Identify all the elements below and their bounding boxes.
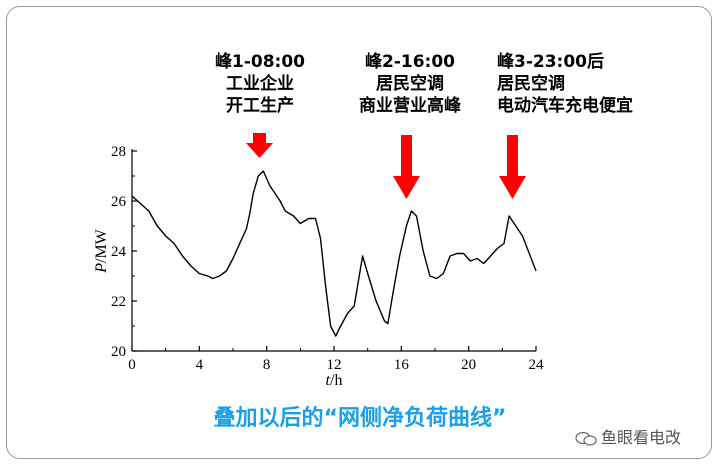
annotation-peak-1-line-3: 开工生产 bbox=[226, 96, 294, 116]
net-load-series-line bbox=[131, 170, 537, 337]
outer-frame bbox=[6, 6, 712, 459]
y-ticks: 20 22 24 26 28 bbox=[111, 144, 137, 360]
y-tick-label: 22 bbox=[111, 294, 126, 310]
x-tick-label: 0 bbox=[128, 357, 136, 373]
x-tick-label: 24 bbox=[529, 357, 545, 373]
x-tick-label: 20 bbox=[461, 357, 476, 373]
y-tick-label: 20 bbox=[111, 344, 126, 360]
chat-bubbles-icon bbox=[575, 431, 597, 446]
x-tick-label: 16 bbox=[394, 357, 410, 373]
peak-arrows bbox=[246, 133, 526, 199]
annotation-peak-2: 峰2-16:00 居民空调 商业营业高峰 bbox=[359, 51, 461, 117]
chart-caption: 叠加以后的“网侧净负荷曲线” bbox=[213, 406, 507, 431]
annotation-peak-3: 峰3-23:00后 居民空调 电动汽车充电便宜 bbox=[497, 51, 633, 117]
annotation-peak-2-line-3: 商业营业高峰 bbox=[359, 96, 461, 116]
watermark: 鱼眼看电改 bbox=[575, 424, 681, 448]
peak-2-arrow bbox=[393, 135, 420, 199]
chart-axes bbox=[131, 149, 536, 352]
peak-3-arrow bbox=[499, 135, 526, 199]
x-axis-label: t/h bbox=[326, 372, 343, 389]
y-tick-label: 26 bbox=[111, 194, 127, 210]
y-tick-label: 24 bbox=[111, 244, 127, 260]
x-tick-label: 12 bbox=[327, 357, 342, 373]
annotation-peak-3-line-2: 居民空调 bbox=[497, 74, 565, 94]
annotation-peak-1-line-1: 峰1-08:00 bbox=[215, 52, 305, 72]
x-axis-label-var: t bbox=[326, 372, 331, 389]
annotation-peak-1: 峰1-08:00 工业企业 开工生产 bbox=[215, 51, 305, 117]
x-tick-label: 4 bbox=[196, 357, 204, 373]
peak-1-arrow bbox=[246, 133, 273, 158]
y-tick-label: 28 bbox=[111, 144, 126, 160]
annotation-peak-2-line-1: 峰2-16:00 bbox=[365, 52, 455, 72]
annotation-peak-1-line-2: 工业企业 bbox=[226, 74, 294, 94]
y-axis-label: P/MW bbox=[93, 228, 110, 273]
annotation-peak-2-line-2: 居民空调 bbox=[376, 74, 444, 94]
watermark-text: 鱼眼看电改 bbox=[601, 428, 682, 447]
x-ticks: 0 4 8 12 16 20 24 bbox=[128, 346, 544, 373]
annotation-peak-3-line-3: 电动汽车充电便宜 bbox=[497, 96, 633, 116]
x-tick-label: 8 bbox=[263, 357, 271, 373]
x-axis-label-unit: /h bbox=[330, 372, 342, 389]
y-axis-label-unit: /MW bbox=[93, 228, 110, 263]
annotation-peak-3-line-1: 峰3-23:00后 bbox=[497, 52, 604, 72]
y-axis-label-var: P bbox=[93, 263, 110, 274]
